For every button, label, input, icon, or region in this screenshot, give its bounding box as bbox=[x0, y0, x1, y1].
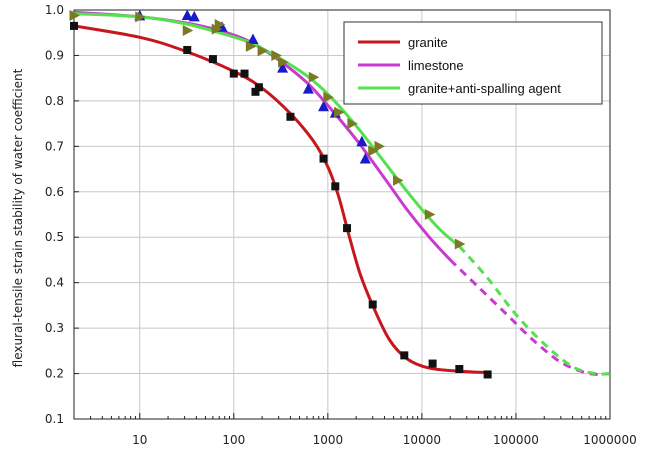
y-axis-label: flexural-tensile strain stability of wat… bbox=[11, 68, 25, 367]
x-tick-label: 10000 bbox=[403, 433, 441, 447]
legend-label-granite-anti-spalling-agent: granite+anti-spalling agent bbox=[408, 81, 561, 96]
series-extrapolation-granite-anti-spalling-agent bbox=[459, 246, 610, 374]
x-tick-label: 1000 bbox=[313, 433, 344, 447]
legend-label-limestone: limestone bbox=[408, 58, 464, 73]
x-tick-label: 1000000 bbox=[583, 433, 636, 447]
data-point-granite bbox=[255, 83, 263, 91]
data-point-granite bbox=[230, 70, 238, 78]
data-point-granite bbox=[400, 351, 408, 359]
x-tick-label: 10 bbox=[132, 433, 147, 447]
data-point-granite bbox=[484, 370, 492, 378]
y-tick-label: 0.2 bbox=[45, 367, 64, 381]
y-tick-label: 0.7 bbox=[45, 139, 64, 153]
y-tick-label: 0.5 bbox=[45, 230, 64, 244]
y-tick-label: 0.9 bbox=[45, 48, 64, 62]
x-tick-label: 100 bbox=[222, 433, 245, 447]
x-tick-label: 100000 bbox=[493, 433, 539, 447]
data-point-granite bbox=[286, 113, 294, 121]
data-point-granite-anti-spalling-agent bbox=[375, 141, 386, 152]
data-point-granite-anti-spalling-agent bbox=[258, 45, 269, 56]
legend-label-granite: granite bbox=[408, 35, 448, 50]
y-tick-label: 0.8 bbox=[45, 94, 64, 108]
legend: granite limestone granite+anti-spalling ag… bbox=[344, 22, 602, 104]
data-point-granite bbox=[183, 46, 191, 54]
series-extrapolation-limestone bbox=[450, 260, 610, 375]
data-point-granite bbox=[455, 365, 463, 373]
y-tick-label: 0.6 bbox=[45, 185, 64, 199]
data-point-granite bbox=[331, 182, 339, 190]
y-tick-label: 0.1 bbox=[45, 412, 64, 426]
data-point-granite bbox=[241, 70, 249, 78]
y-tick-label: 1.0 bbox=[45, 3, 64, 17]
data-point-granite bbox=[70, 22, 78, 30]
y-tick-label: 0.4 bbox=[45, 276, 64, 290]
data-point-granite bbox=[429, 360, 437, 368]
y-tick-label: 0.3 bbox=[45, 321, 64, 335]
data-point-granite bbox=[320, 155, 328, 163]
data-point-granite bbox=[209, 55, 217, 63]
x-axis-ticks: 10 100 1000 10000 100000 1000000 bbox=[74, 413, 637, 447]
data-point-granite bbox=[343, 224, 351, 232]
data-point-granite bbox=[369, 300, 377, 308]
data-point-limestone bbox=[247, 34, 258, 45]
